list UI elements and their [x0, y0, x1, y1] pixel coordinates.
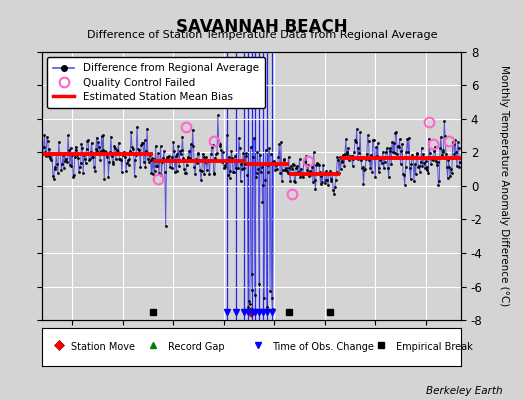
- Text: Empirical Break: Empirical Break: [396, 342, 473, 352]
- Legend: Difference from Regional Average, Quality Control Failed, Estimated Station Mean: Difference from Regional Average, Qualit…: [47, 57, 265, 108]
- Y-axis label: Monthly Temperature Anomaly Difference (°C): Monthly Temperature Anomaly Difference (…: [499, 65, 509, 307]
- Text: Difference of Station Temperature Data from Regional Average: Difference of Station Temperature Data f…: [87, 30, 437, 40]
- Text: Record Gap: Record Gap: [168, 342, 224, 352]
- Text: Station Move: Station Move: [71, 342, 135, 352]
- Text: Berkeley Earth: Berkeley Earth: [427, 386, 503, 396]
- Text: SAVANNAH BEACH: SAVANNAH BEACH: [176, 18, 348, 36]
- Text: Time of Obs. Change: Time of Obs. Change: [272, 342, 374, 352]
